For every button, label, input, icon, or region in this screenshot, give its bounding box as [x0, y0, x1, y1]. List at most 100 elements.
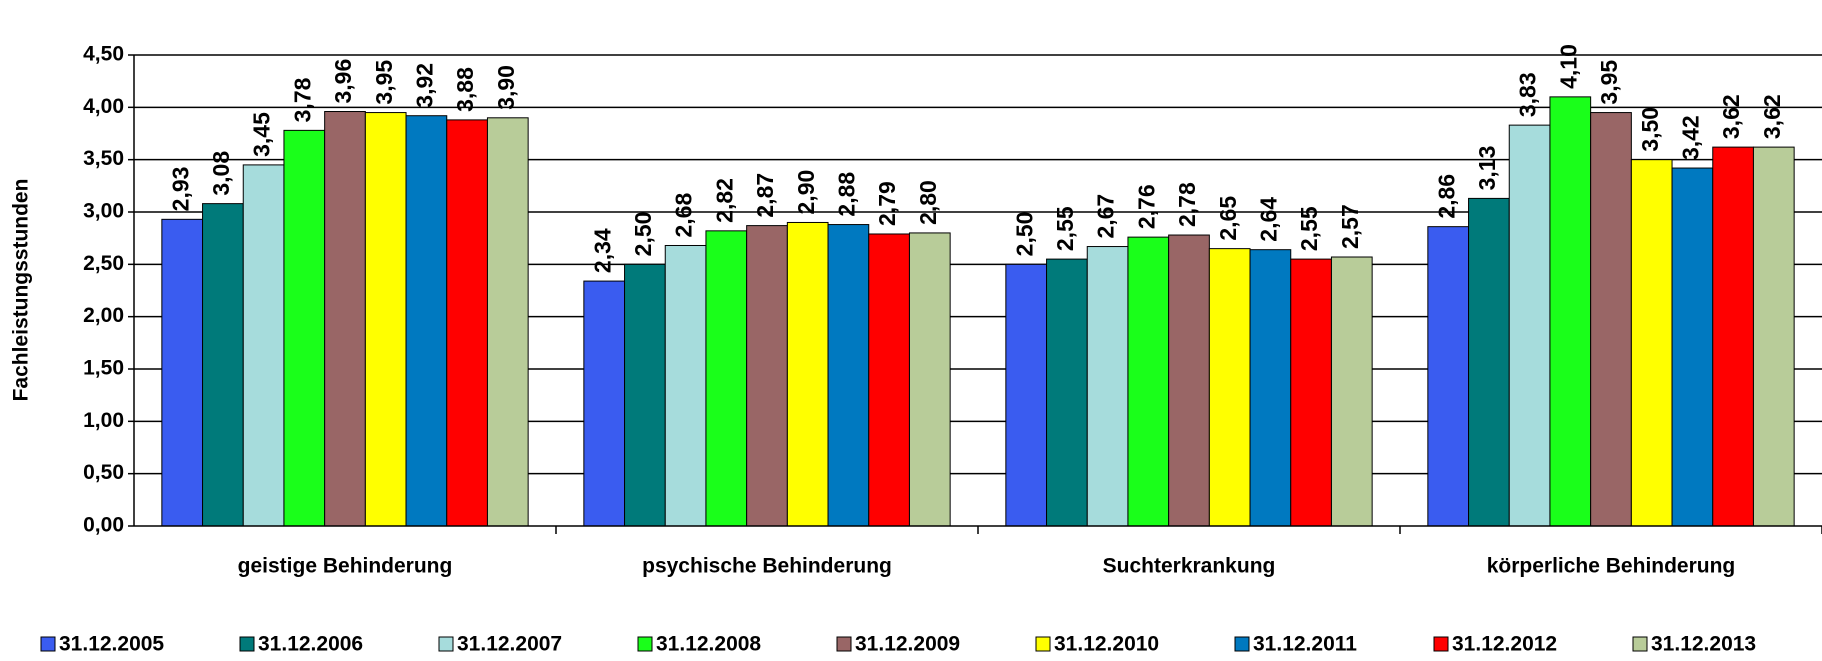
legend-label: 31.12.2012: [1452, 633, 1557, 656]
y-tick-label: 3,50: [83, 147, 124, 170]
value-label: 3,42: [1677, 115, 1703, 160]
legend-label: 31.12.2005: [59, 633, 164, 656]
value-label: 3,92: [411, 63, 437, 108]
bar: [283, 129, 326, 527]
value-label: 3,90: [493, 65, 519, 110]
x-tick-label: psychische Behinderung: [642, 555, 892, 578]
value-label: 2,93: [167, 167, 193, 212]
bar: [202, 203, 244, 527]
x-tick-label: Suchterkrankung: [1103, 555, 1276, 578]
bar: [405, 115, 448, 527]
legend-marker: [1632, 636, 1648, 652]
value-label: 2,86: [1433, 174, 1459, 219]
legend-marker: [1433, 636, 1449, 652]
value-label: 3,96: [330, 59, 356, 104]
legend-label: 31.12.2011: [1253, 633, 1357, 656]
value-label: 2,79: [874, 181, 900, 226]
bar: [664, 244, 707, 527]
y-tick-label: 0,00: [83, 514, 124, 537]
bar: [1427, 226, 1470, 527]
bar: [827, 224, 870, 527]
value-label: 2,65: [1215, 196, 1241, 241]
value-label: 3,50: [1637, 107, 1663, 152]
legend-label: 31.12.2007: [457, 633, 562, 656]
value-label: 3,88: [452, 67, 478, 112]
value-label: 3,62: [1759, 94, 1785, 139]
bar: [583, 280, 626, 527]
y-tick-label: 3,00: [83, 200, 124, 223]
bar: [1590, 112, 1632, 527]
bar: [1712, 146, 1754, 527]
y-tick-label: 4,50: [83, 43, 124, 66]
bar: [868, 233, 910, 527]
bar: [1290, 258, 1332, 527]
y-tick-label: 1,00: [83, 409, 124, 432]
bar: [486, 117, 529, 527]
value-label: 2,90: [793, 170, 819, 215]
bar: [786, 221, 829, 527]
value-label: 2,50: [630, 212, 656, 257]
bar: [746, 225, 788, 527]
bar: [1671, 167, 1714, 527]
value-label: 3,78: [289, 77, 315, 122]
bar: [1508, 124, 1551, 527]
bar: [364, 112, 407, 527]
bar: [1168, 234, 1210, 527]
bar: [242, 164, 285, 527]
value-label: 2,78: [1174, 182, 1200, 227]
y-tick-label: 4,00: [83, 95, 124, 118]
value-label: 3,62: [1718, 94, 1744, 139]
bar: [161, 218, 204, 527]
bar: [1330, 256, 1373, 527]
legend-marker: [239, 636, 255, 652]
bar: [624, 263, 666, 527]
value-label: 3,13: [1474, 146, 1500, 191]
value-label: 2,64: [1255, 197, 1281, 242]
legend-marker: [1234, 636, 1250, 652]
bar: [1249, 249, 1292, 527]
value-label: 2,82: [711, 178, 737, 223]
legend-label: 31.12.2013: [1651, 633, 1756, 656]
legend-label: 31.12.2010: [1054, 633, 1159, 656]
bar: [705, 230, 748, 527]
bar: [1005, 263, 1048, 527]
y-tick-label: 2,50: [83, 252, 124, 275]
legend-marker: [836, 636, 852, 652]
value-label: 3,08: [208, 151, 234, 196]
bar: [1208, 248, 1251, 527]
x-tick-label: körperliche Behinderung: [1487, 555, 1736, 578]
x-tick-label: geistige Behinderung: [238, 555, 453, 578]
value-label: 2,88: [833, 172, 859, 217]
y-axis-label: Fachleistungsstunden: [10, 179, 33, 402]
legend-label: 31.12.2008: [656, 633, 761, 656]
value-label: 2,76: [1133, 184, 1159, 229]
value-label: 2,80: [915, 180, 941, 225]
legend-marker: [1035, 636, 1051, 652]
bar: [908, 232, 951, 527]
legend-marker: [438, 636, 454, 652]
value-label: 2,50: [1011, 212, 1037, 257]
bar: [324, 111, 366, 527]
y-tick-label: 1,50: [83, 357, 124, 380]
bar: [1752, 146, 1795, 527]
value-label: 3,95: [1596, 60, 1622, 105]
value-label: 2,55: [1052, 206, 1078, 251]
value-label: 3,83: [1515, 72, 1541, 117]
value-label: 3,45: [249, 112, 275, 157]
y-tick-label: 2,00: [83, 304, 124, 327]
y-tick-label: 0,50: [83, 461, 124, 484]
value-label: 2,67: [1093, 194, 1119, 239]
value-label: 2,87: [752, 173, 778, 218]
legend-label: 31.12.2009: [855, 633, 960, 656]
bar: [1468, 197, 1510, 527]
bar: [1086, 246, 1129, 527]
legend-label: 31.12.2006: [258, 633, 363, 656]
legend-marker: [40, 636, 56, 652]
bar: [446, 119, 488, 527]
legend-marker: [637, 636, 653, 652]
value-label: 2,57: [1337, 204, 1363, 249]
value-label: 2,34: [589, 228, 615, 273]
value-label: 4,10: [1555, 44, 1581, 89]
value-label: 2,55: [1296, 206, 1322, 251]
value-label: 2,68: [671, 193, 697, 238]
